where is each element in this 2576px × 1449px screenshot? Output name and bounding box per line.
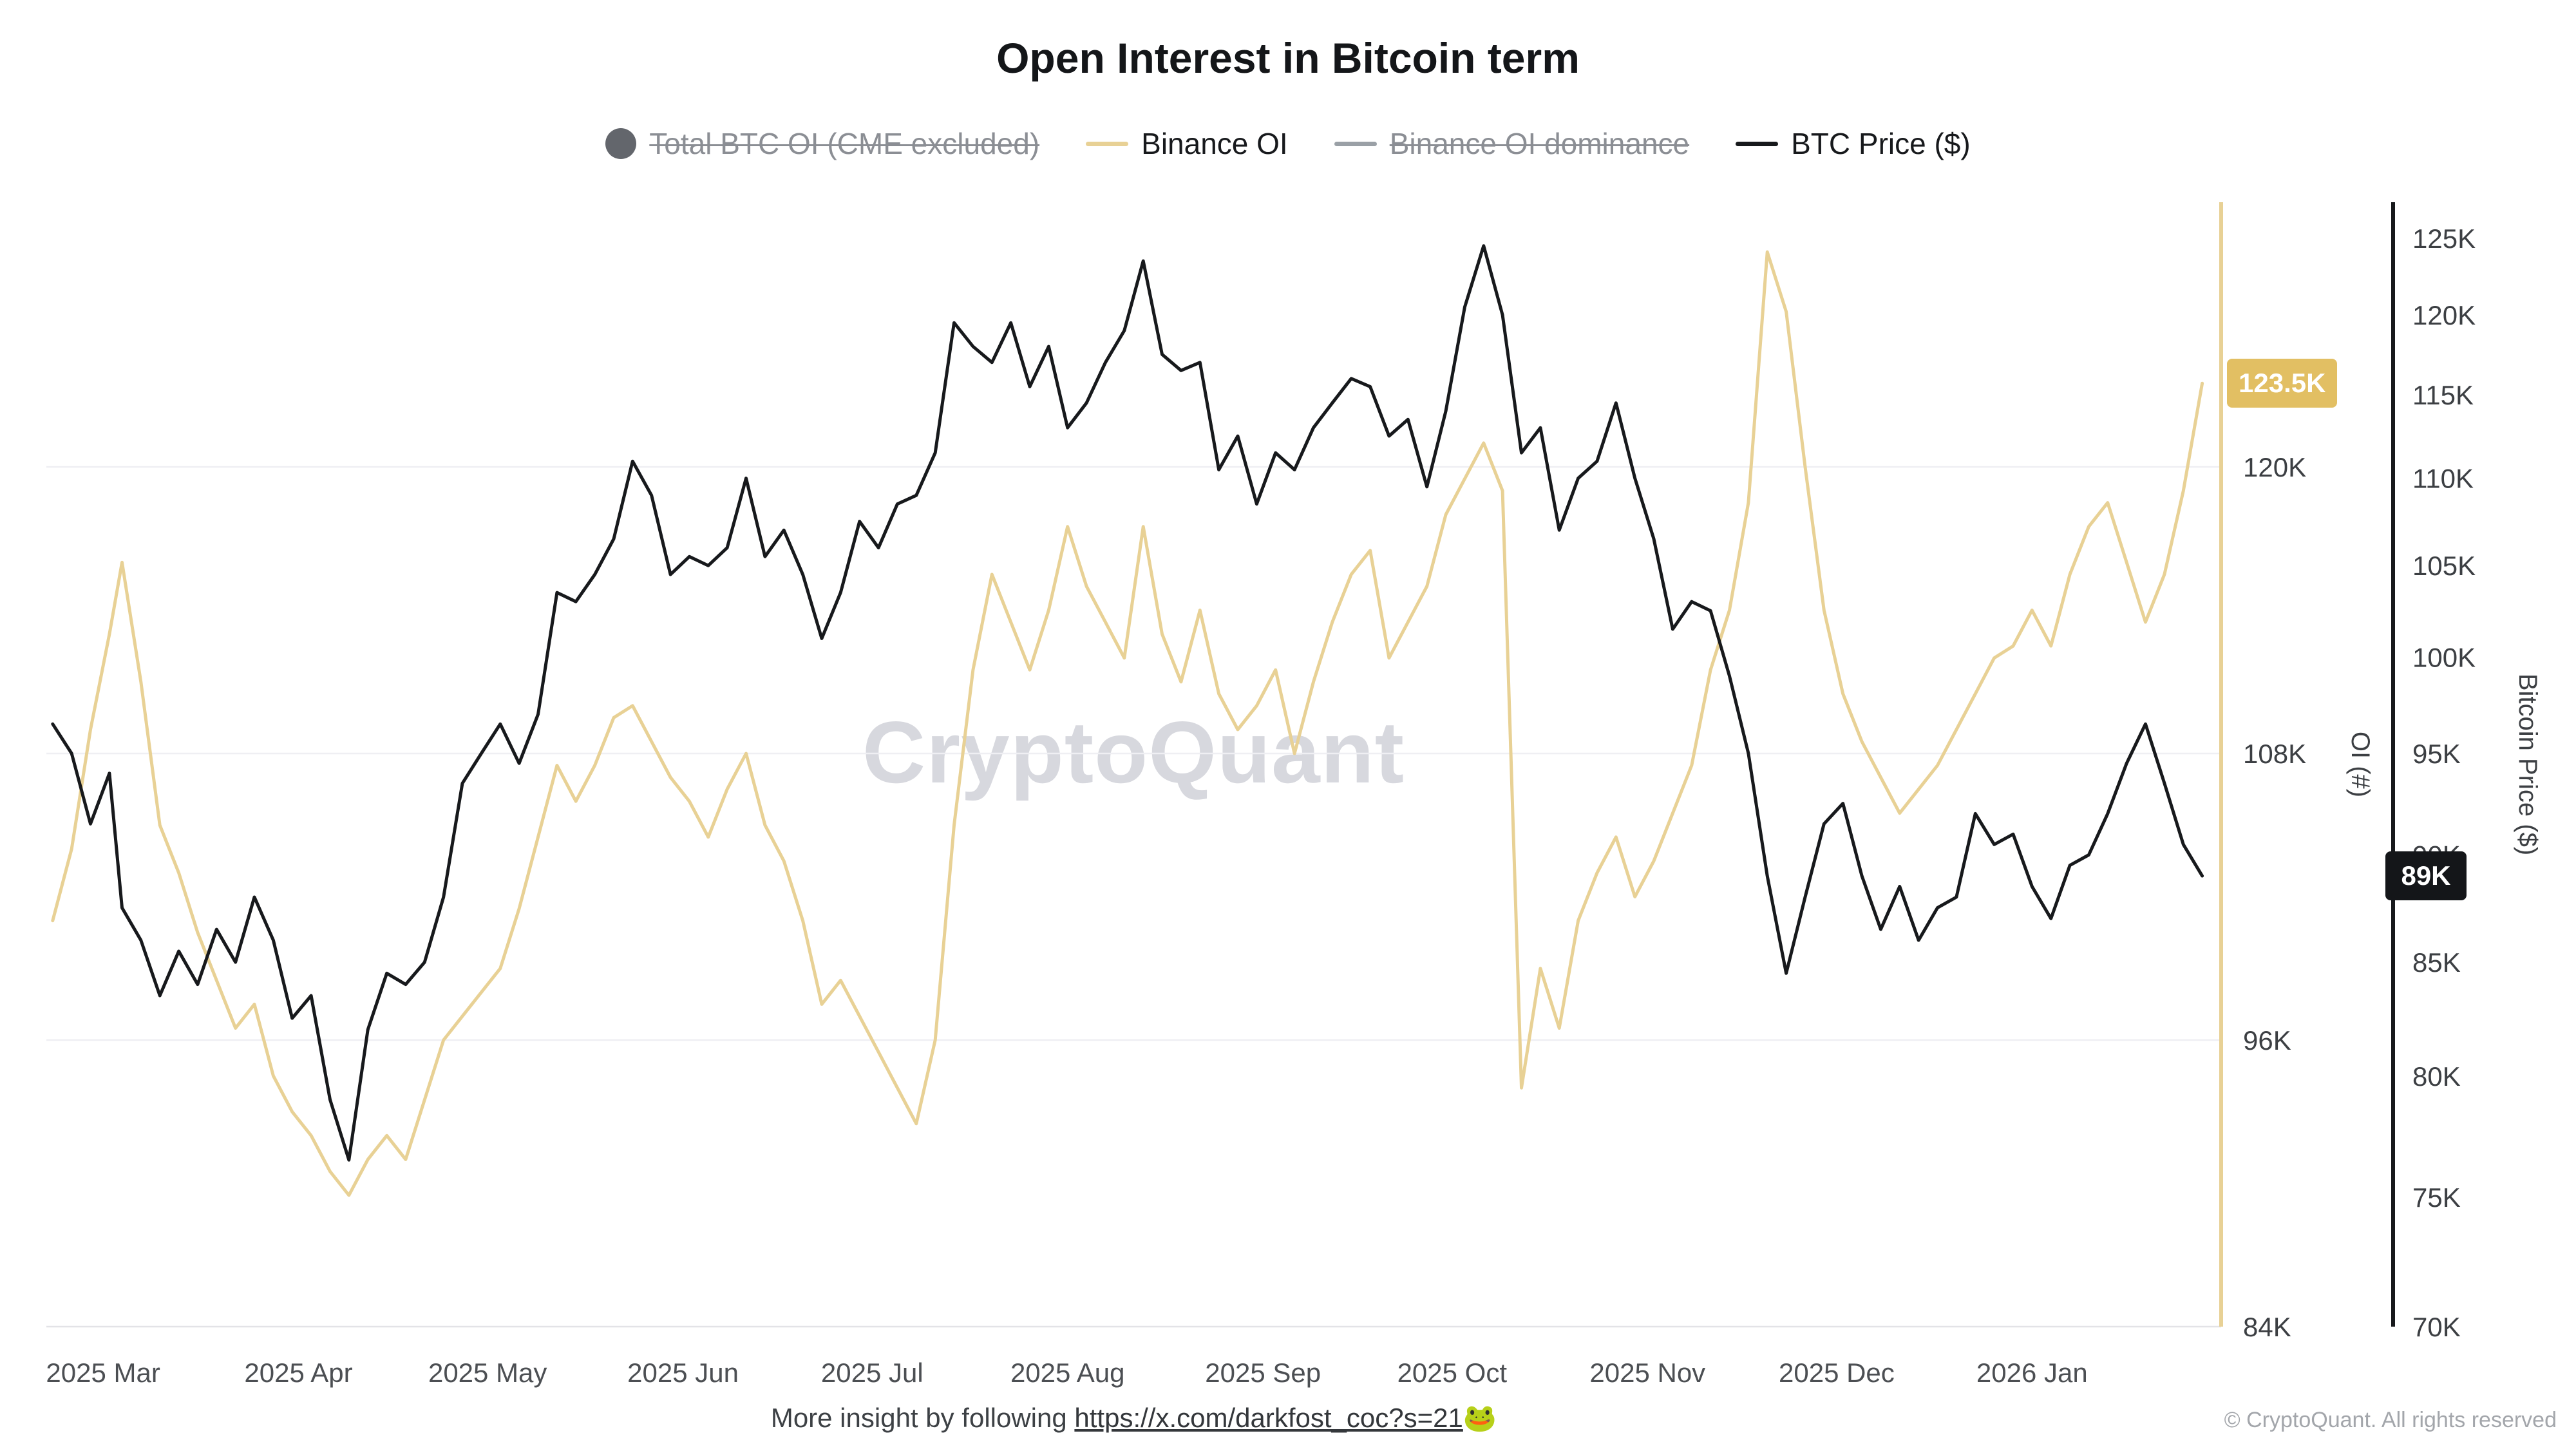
price-tick-label: 125K (2412, 223, 2476, 254)
legend-label-btc-price: BTC Price ($) (1791, 127, 1971, 160)
price-tick-label: 100K (2412, 642, 2476, 672)
oi-tick-label: 108K (2243, 739, 2306, 769)
oi-tick-label: 96K (2243, 1025, 2291, 1056)
price-current-badge: 89K (2385, 851, 2467, 901)
price-tick-label: 80K (2412, 1061, 2461, 1092)
btc-price-line-marker-icon (1736, 141, 1779, 146)
price-tick-label: 70K (2412, 1312, 2461, 1342)
legend-item-btc-price[interactable]: BTC Price ($) (1736, 126, 1971, 161)
copyright-notice: © CryptoQuant. All rights reserved (2224, 1408, 2557, 1432)
legend-item-binance-oi-dominance[interactable]: Binance OI dominance (1334, 126, 1689, 161)
x-tick-label: 2025 May (428, 1358, 547, 1388)
legend-label-total-btc-oi: Total BTC OI (CME excluded) (649, 127, 1040, 160)
footer-insight-prefix: More insight by following (770, 1403, 1075, 1433)
x-tick-label: 2025 Apr (244, 1358, 352, 1388)
legend: Total BTC OI (CME excluded) Binance OI Bin… (0, 126, 2576, 161)
price-tick-label: 115K (2412, 380, 2474, 410)
cryptoquant-watermark: CryptoQuant (862, 703, 1405, 801)
oi-current-value: 123.5K (2239, 368, 2326, 399)
oi-tick-label: 120K (2243, 452, 2306, 482)
price-tick-label: 85K (2412, 947, 2461, 978)
frog-emoji: 🐸 (1463, 1403, 1497, 1433)
price-tick-label: 110K (2412, 464, 2474, 494)
x-tick-label: 2025 Oct (1397, 1358, 1508, 1388)
x-tick-label: 2025 Aug (1010, 1358, 1125, 1388)
oi-current-badge: 123.5K (2227, 359, 2338, 408)
oi-axis-title: OI (#) (2346, 732, 2374, 797)
price-axis-title: Bitcoin Price ($) (2514, 674, 2542, 855)
price-tick-label: 75K (2412, 1182, 2461, 1213)
footer-insight: More insight by following https://x.com/… (46, 1403, 2221, 1434)
oi-tick-label: 84K (2243, 1312, 2291, 1342)
binance-oi-line-marker-icon (1086, 141, 1129, 146)
x-tick-label: 2025 Jul (821, 1358, 923, 1388)
page-title: Open Interest in Bitcoin term (996, 34, 1580, 82)
price-current-value: 89K (2401, 860, 2451, 891)
price-tick-label: 120K (2412, 300, 2476, 330)
legend-label-binance-oi: Binance OI (1141, 127, 1288, 160)
legend-item-binance-oi[interactable]: Binance OI (1086, 126, 1288, 161)
x-tick-label: 2025 Mar (46, 1358, 160, 1388)
legend-item-total-btc-oi[interactable]: Total BTC OI (CME excluded) (605, 126, 1039, 161)
btc-price-line (51, 244, 2204, 1162)
x-tick-label: 2026 Jan (1976, 1358, 2088, 1388)
total-btc-oi-circle-marker-icon (605, 128, 637, 159)
footer-insight-link[interactable]: https://x.com/darkfost_coc?s=21 (1074, 1403, 1463, 1433)
x-tick-label: 2025 Jun (627, 1358, 739, 1388)
x-tick-label: 2025 Dec (1779, 1358, 1895, 1388)
binance-oi-dominance-line-marker-icon (1334, 141, 1377, 146)
x-tick-label: 2025 Sep (1205, 1358, 1321, 1388)
x-tick-label: 2025 Nov (1589, 1358, 1705, 1388)
price-tick-label: 105K (2412, 551, 2476, 581)
price-tick-label: 95K (2412, 739, 2461, 769)
binance-oi-line (51, 250, 2204, 1197)
legend-label-binance-oi-dominance: Binance OI dominance (1389, 127, 1690, 160)
